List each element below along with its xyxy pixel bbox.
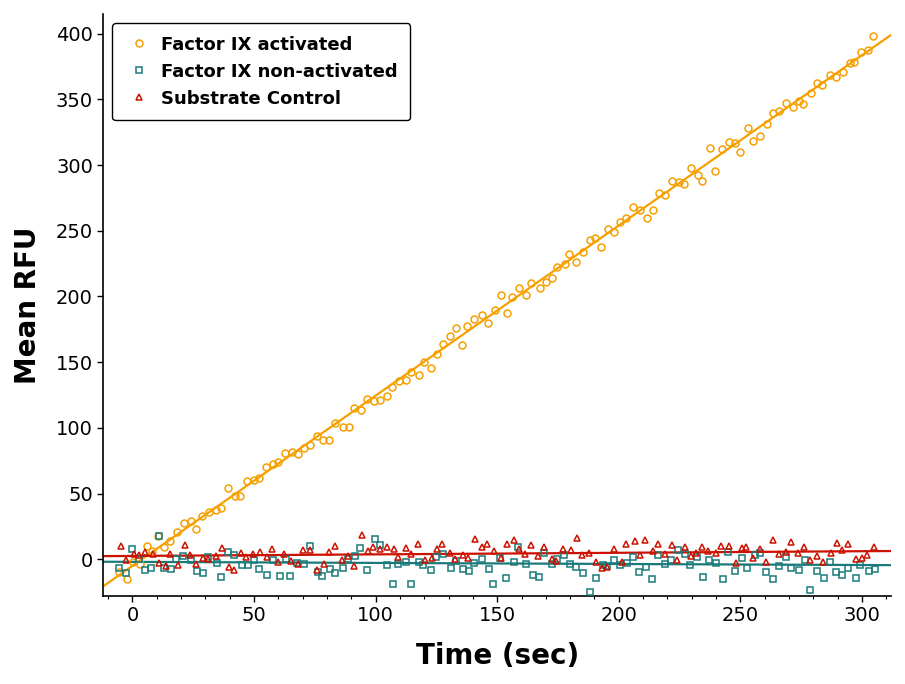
Line: Factor IX non-activated: Factor IX non-activated xyxy=(116,532,879,596)
Factor IX activated xyxy=(868,32,879,40)
Factor IX activated xyxy=(114,568,125,577)
Factor IX non-activated xyxy=(646,575,657,583)
Substrate Control xyxy=(311,566,322,574)
Legend: Factor IX activated, Factor IX non-activated, Substrate Control: Factor IX activated, Factor IX non-activ… xyxy=(112,23,410,120)
Factor IX activated xyxy=(324,436,335,444)
Factor IX activated xyxy=(717,145,728,153)
Substrate Control xyxy=(357,531,367,539)
Substrate Control xyxy=(648,547,659,555)
Factor IX non-activated xyxy=(870,564,881,573)
Factor IX non-activated xyxy=(722,548,733,556)
Substrate Control xyxy=(869,542,880,551)
Factor IX activated xyxy=(540,278,551,286)
Factor IX non-activated xyxy=(585,588,595,596)
Line: Substrate Control: Substrate Control xyxy=(118,531,878,574)
Substrate Control xyxy=(856,554,867,562)
Factor IX non-activated xyxy=(855,561,866,569)
Factor IX activated xyxy=(122,575,133,583)
Factor IX non-activated xyxy=(114,564,125,572)
Line: Factor IX activated: Factor IX activated xyxy=(116,33,877,582)
Substrate Control xyxy=(116,542,127,550)
Factor IX activated xyxy=(642,214,653,222)
Substrate Control xyxy=(323,549,334,557)
Factor IX non-activated xyxy=(281,555,291,563)
Substrate Control xyxy=(272,558,283,566)
Factor IX activated xyxy=(280,449,291,457)
Factor IX non-activated xyxy=(324,564,335,573)
Substrate Control xyxy=(546,555,557,563)
Factor IX non-activated xyxy=(154,531,165,540)
X-axis label: Time (sec): Time (sec) xyxy=(415,642,579,670)
Substrate Control xyxy=(723,542,734,550)
Factor IX activated xyxy=(849,58,860,66)
Y-axis label: Mean RFU: Mean RFU xyxy=(14,226,42,384)
Factor IX non-activated xyxy=(538,549,549,557)
